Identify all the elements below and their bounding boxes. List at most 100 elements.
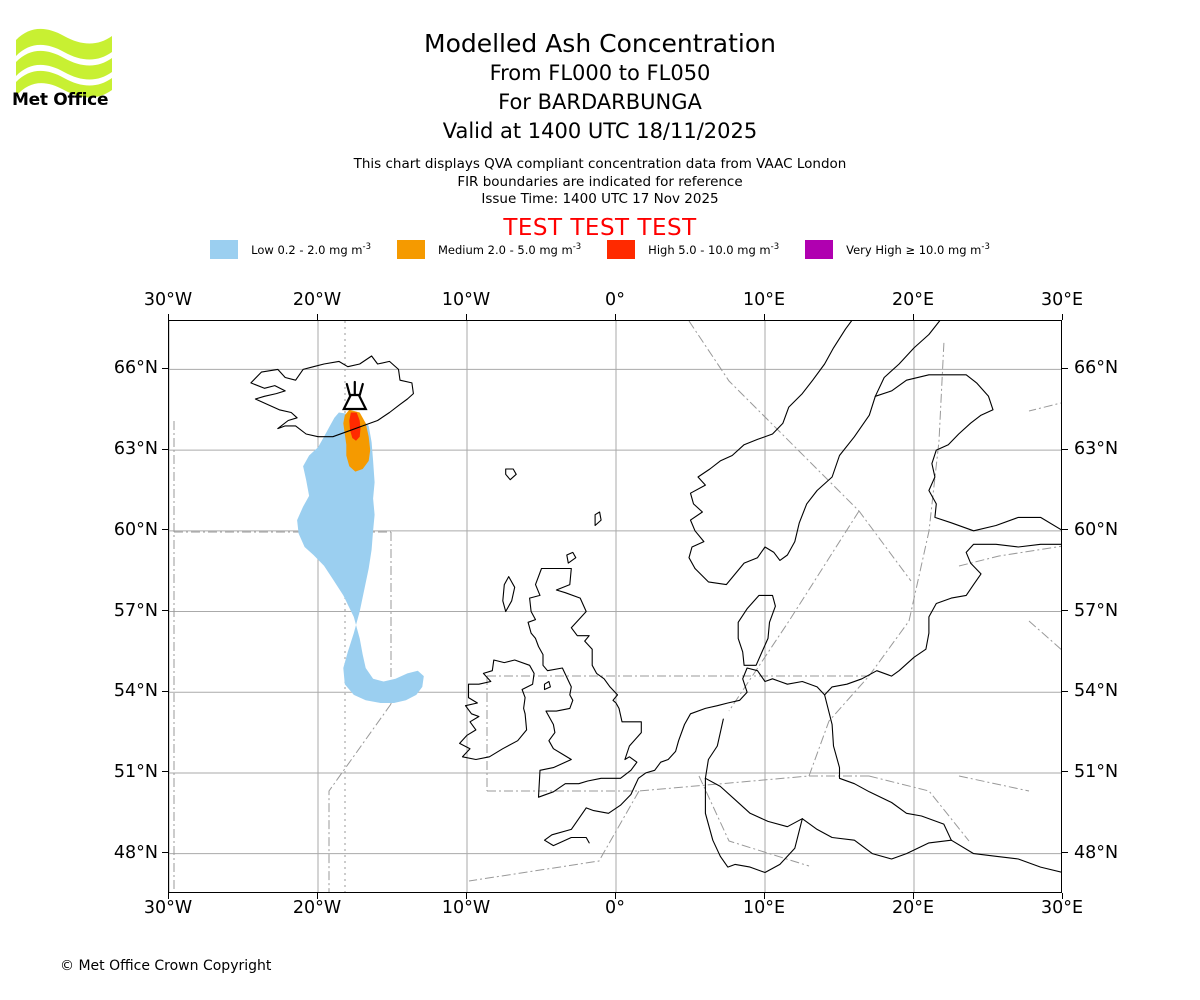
coastline: [566, 551, 577, 564]
coastline: [950, 839, 1061, 873]
axis-tick: [1062, 771, 1068, 773]
axis-tick: [1062, 367, 1068, 369]
lon-label-top: 20°W: [292, 290, 342, 310]
coastline: [527, 567, 642, 798]
axis-tick: [1062, 690, 1068, 692]
volcano-marker-icon: [342, 380, 368, 411]
coastline: [688, 321, 853, 570]
coastline: [594, 511, 602, 527]
lat-label-left: 51°N: [113, 761, 158, 782]
note-fir: FIR boundaries are indicated for referen…: [457, 173, 743, 190]
axis-tick: [162, 690, 168, 692]
axis-tick: [763, 314, 765, 320]
flight-level-subtitle: From FL000 to FL050: [489, 61, 711, 85]
concentration-legend: Low 0.2 - 2.0 mg m-3 Medium 2.0 - 5.0 mg …: [0, 240, 1200, 259]
axis-tick: [162, 610, 168, 612]
lon-label-top: 30°W: [143, 290, 193, 310]
axis-tick: [1061, 893, 1063, 899]
axis-tick: [316, 314, 318, 320]
ash-plume-low: [297, 412, 424, 703]
coastline: [704, 777, 803, 874]
ash-region-high: [349, 412, 361, 441]
legend-swatch-very-high: [805, 240, 834, 259]
coastline: [250, 355, 414, 438]
lon-label-top: 0°: [605, 290, 625, 310]
met-office-logo: [12, 22, 122, 112]
lat-label-right: 66°N: [1074, 358, 1119, 379]
axis-tick: [1062, 448, 1068, 450]
coastline: [459, 659, 535, 761]
lat-label-left: 48°N: [113, 842, 158, 863]
coastline: [543, 680, 551, 691]
axis-tick: [763, 893, 765, 899]
axis-tick: [162, 367, 168, 369]
map-gridlines: [169, 321, 1061, 892]
ash-region-low: [297, 412, 424, 703]
axis-tick: [912, 314, 914, 320]
coastline: [543, 807, 590, 847]
axis-tick: [167, 893, 169, 899]
chart-notes: This chart displays QVA compliant concen…: [0, 156, 1200, 209]
axis-tick: [162, 771, 168, 773]
lon-label-top: 30°E: [1040, 290, 1084, 310]
lat-label-left: 57°N: [113, 600, 158, 621]
note-qva: This chart displays QVA compliant concen…: [353, 156, 847, 172]
axis-tick: [162, 852, 168, 854]
lon-label-bottom: 10°E: [742, 898, 786, 918]
coastline: [502, 576, 516, 613]
coastline: [824, 694, 952, 841]
lat-label-right: 48°N: [1074, 842, 1119, 863]
axis-tick: [465, 314, 467, 320]
lon-label-bottom: 30°W: [143, 898, 193, 918]
legend-swatch-high: [607, 240, 636, 259]
lon-label-bottom: 20°E: [891, 898, 935, 918]
coastline: [585, 543, 1061, 814]
lon-label-bottom: 10°W: [441, 898, 491, 918]
lat-label-right: 54°N: [1074, 681, 1119, 702]
lon-label-top: 10°W: [441, 290, 491, 310]
map-frame: [168, 320, 1062, 893]
axis-tick: [1061, 314, 1063, 320]
page-title: Modelled Ash Concentration: [424, 29, 776, 58]
axis-tick: [1062, 852, 1068, 854]
lat-label-left: 54°N: [113, 681, 158, 702]
legend-item-very-high: Very High ≥ 10.0 mg m-3: [805, 240, 990, 259]
lon-label-bottom: 20°W: [292, 898, 342, 918]
legend-label-high: High 5.0 - 10.0 mg m-3: [648, 242, 780, 257]
lon-label-bottom: 30°E: [1040, 898, 1084, 918]
lat-label-right: 57°N: [1074, 600, 1119, 621]
axis-tick: [1062, 529, 1068, 531]
axis-tick: [167, 314, 169, 320]
legend-label-low: Low 0.2 - 2.0 mg m-3: [251, 242, 371, 257]
coastline: [694, 321, 941, 586]
test-banner: TEST TEST TEST: [503, 215, 697, 241]
chart-title-block: Modelled Ash Concentration From FL000 to…: [0, 28, 1200, 146]
map-container: [168, 320, 1062, 893]
coastline: [874, 374, 1061, 532]
coastline: [704, 777, 952, 860]
legend-swatch-medium: [396, 240, 425, 259]
legend-label-very-high: Very High ≥ 10.0 mg m-3: [846, 242, 990, 257]
lat-label-left: 66°N: [113, 358, 158, 379]
met-office-logo-text: Met Office: [12, 90, 109, 110]
legend-swatch-low: [210, 240, 239, 259]
volcano-subtitle: For BARDARBUNGA: [498, 90, 702, 114]
axis-tick: [162, 529, 168, 531]
lon-label-top: 20°E: [891, 290, 935, 310]
valid-time-subtitle: Valid at 1400 UTC 18/11/2025: [442, 119, 758, 143]
coastline: [737, 594, 776, 666]
lat-label-left: 63°N: [113, 439, 158, 460]
legend-item-high: High 5.0 - 10.0 mg m-3: [607, 240, 779, 259]
axis-tick: [912, 893, 914, 899]
copyright-footer: © Met Office Crown Copyright: [60, 958, 272, 974]
legend-label-medium: Medium 2.0 - 5.0 mg m-3: [437, 242, 582, 257]
axis-tick: [316, 893, 318, 899]
axis-tick: [162, 448, 168, 450]
lat-label-right: 51°N: [1074, 761, 1119, 782]
note-issue-time: Issue Time: 1400 UTC 17 Nov 2025: [481, 191, 719, 207]
lat-label-right: 63°N: [1074, 439, 1119, 460]
lon-label-top: 10°E: [742, 290, 786, 310]
coastline: [505, 468, 517, 481]
axis-tick: [465, 893, 467, 899]
lon-label-bottom: 0°: [605, 898, 625, 918]
